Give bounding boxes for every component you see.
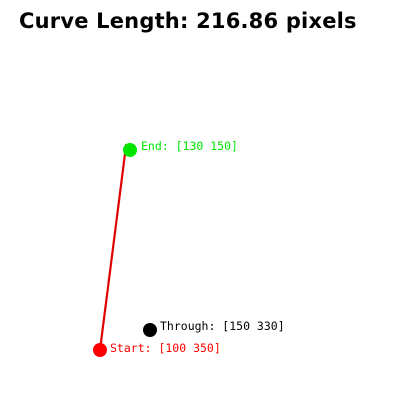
start-point-label: Start: [100 350] [110,341,221,355]
end-point [123,143,137,157]
through-point-label: Through: [150 330] [160,319,285,333]
end-point-label: End: [130 150] [141,139,238,153]
through-point [143,323,157,337]
start-point [93,343,107,357]
curve-length-title: Curve Length: 216.86 pixels [19,9,357,33]
curve-path [98,143,132,352]
